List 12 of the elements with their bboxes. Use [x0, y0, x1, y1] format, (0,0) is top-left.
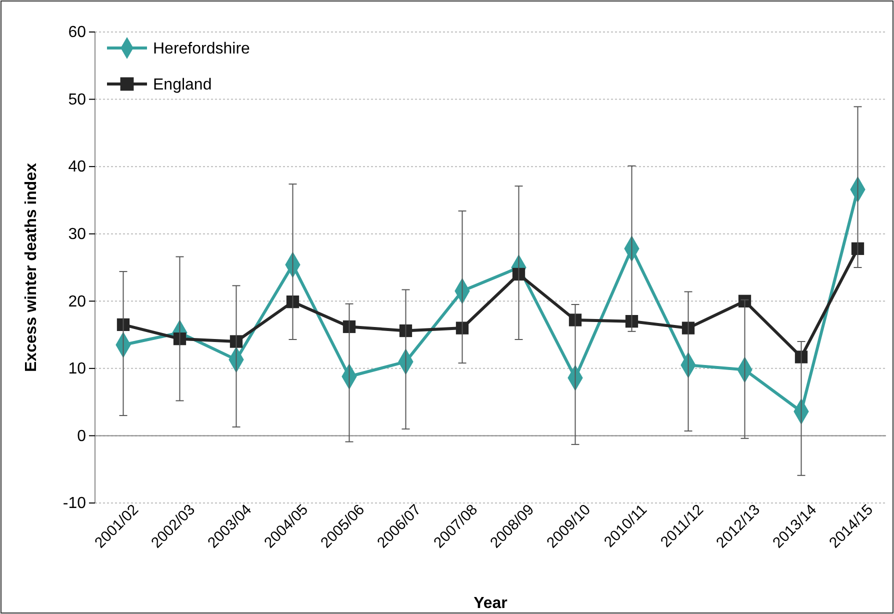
y-tick-label: -10	[62, 495, 86, 512]
y-tick-label: 10	[68, 360, 86, 378]
y-tick-label: 20	[68, 293, 86, 310]
y-axis-title: Excess winter deaths index	[23, 162, 40, 372]
y-tick-label: 30	[68, 226, 86, 243]
legend-label: England	[153, 76, 212, 94]
y-tick-label: 40	[68, 158, 86, 176]
y-tick-label: 50	[68, 91, 86, 108]
y-tick-label: 0	[77, 428, 86, 445]
x-axis-title: Year	[474, 595, 508, 612]
y-tick-label: 60	[68, 24, 86, 42]
legend-label: Herefordshire	[153, 40, 250, 58]
